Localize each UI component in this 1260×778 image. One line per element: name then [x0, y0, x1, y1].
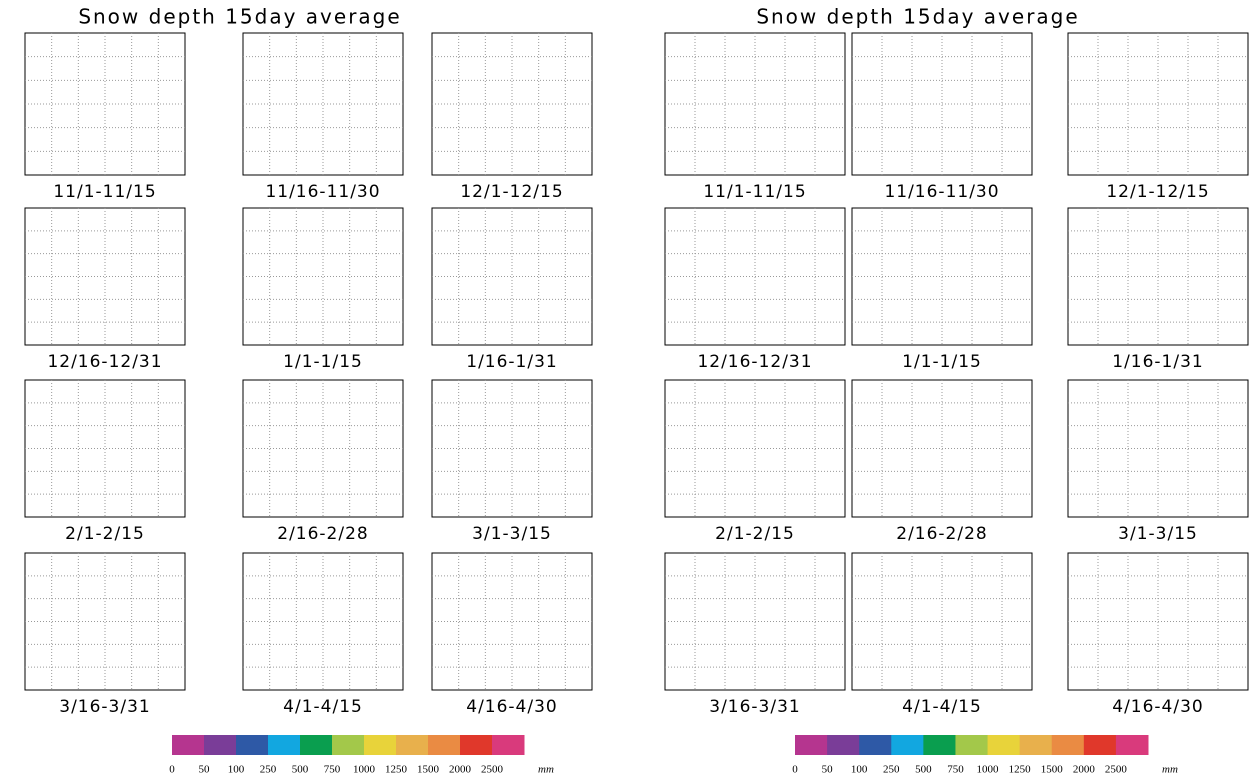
colorbar-swatch [204, 735, 237, 755]
colorbar-swatch [1116, 735, 1149, 755]
map-label: 12/16-12/31 [697, 352, 812, 372]
colorbar-label: 2000 [1073, 764, 1096, 776]
map-label: 12/1-12/15 [460, 182, 563, 202]
colorbar-label: 750 [324, 764, 341, 776]
colorbar-swatch [396, 735, 429, 755]
colorbar-swatch [1084, 735, 1117, 755]
map-label: 4/1-4/15 [283, 697, 363, 717]
map-label: 12/1-12/15 [1106, 182, 1209, 202]
map-label: 1/1-1/15 [283, 352, 363, 372]
map-label: 1/16-1/31 [1112, 352, 1204, 372]
map-panel [25, 553, 185, 690]
map-panel [243, 380, 403, 517]
colorbar-swatch [923, 735, 956, 755]
map-label: 11/16-11/30 [884, 182, 999, 202]
colorbar-swatch [268, 735, 301, 755]
map-label: 11/1-11/15 [53, 182, 156, 202]
colorbar-label: 500 [915, 764, 932, 776]
colorbar-swatch [428, 735, 461, 755]
panel-title: Snow depth 15day average [78, 5, 401, 29]
colorbar-label: 250 [260, 764, 277, 776]
map-label: 2/1-2/15 [715, 524, 795, 544]
map-panel [852, 553, 1032, 690]
colorbar-label: 1250 [1009, 764, 1032, 776]
colorbar-swatch [460, 735, 493, 755]
colorbar-label: 500 [292, 764, 309, 776]
colorbar-swatch [300, 735, 333, 755]
map-panel [852, 208, 1032, 345]
colorbar-swatch [795, 735, 828, 755]
map-panel [852, 380, 1032, 517]
colorbar-label: 2000 [449, 764, 472, 776]
map-panel [1068, 208, 1248, 345]
map-label: 12/16-12/31 [47, 352, 162, 372]
colorbar-label: 50 [822, 764, 834, 776]
map-label: 4/1-4/15 [902, 697, 982, 717]
map-label: 3/1-3/15 [472, 524, 552, 544]
colorbar-swatch [1052, 735, 1085, 755]
map-panel [1068, 380, 1248, 517]
map-panel [852, 33, 1032, 175]
colorbar-swatch [859, 735, 892, 755]
map-panel [243, 208, 403, 345]
colorbar-label: 50 [199, 764, 211, 776]
map-panel [243, 33, 403, 175]
colorbar-label: 1000 [353, 764, 376, 776]
colorbar-swatch [955, 735, 988, 755]
colorbar-swatch [1020, 735, 1053, 755]
colorbar-label: 1250 [385, 764, 408, 776]
map-panel [432, 33, 592, 175]
map-panel [25, 208, 185, 345]
figure: Snow depth 15day average 11/1-11/15 11/16-… [0, 0, 1260, 778]
colorbar-swatch [988, 735, 1021, 755]
map-label: 4/16-4/30 [466, 697, 558, 717]
map-panel [25, 380, 185, 517]
colorbar-label: 100 [228, 764, 245, 776]
map-label: 2/16-2/28 [896, 524, 988, 544]
map-panel [432, 553, 592, 690]
map-panel [665, 553, 845, 690]
map-label: 3/16-3/31 [59, 697, 151, 717]
colorbar-label: 250 [883, 764, 900, 776]
colorbar-label: 2500 [481, 764, 504, 776]
colorbar-swatch [827, 735, 860, 755]
colorbar-swatch [364, 735, 397, 755]
colorbar-swatch [172, 735, 205, 755]
colorbar-label: 0 [169, 764, 175, 776]
map-label: 1/16-1/31 [466, 352, 558, 372]
map-panel [665, 33, 845, 175]
map-label: 1/1-1/15 [902, 352, 982, 372]
map-label: 3/16-3/31 [709, 697, 801, 717]
colorbar-swatch [332, 735, 365, 755]
map-panel [432, 380, 592, 517]
map-panel [665, 208, 845, 345]
map-panel [243, 553, 403, 690]
colorbar-label: 100 [851, 764, 868, 776]
colorbar-label: 750 [947, 764, 964, 776]
colorbar-unit: mm [538, 764, 554, 776]
map-label: 11/1-11/15 [703, 182, 806, 202]
colorbar-swatch [492, 735, 525, 755]
map-panel [665, 380, 845, 517]
map-label: 2/1-2/15 [65, 524, 145, 544]
map-panel [25, 33, 185, 175]
colorbar-unit: mm [1162, 764, 1178, 776]
colorbar-label: 1500 [417, 764, 440, 776]
colorbar-label: 1000 [977, 764, 1000, 776]
map-panel [1068, 33, 1248, 175]
colorbar-label: 1500 [1041, 764, 1064, 776]
map-panel [432, 208, 592, 345]
map-panel [1068, 553, 1248, 690]
map-label: 11/16-11/30 [265, 182, 380, 202]
colorbar-label: 0 [792, 764, 798, 776]
map-label: 3/1-3/15 [1118, 524, 1198, 544]
colorbar-swatch [236, 735, 269, 755]
map-label: 4/16-4/30 [1112, 697, 1204, 717]
colorbar-swatch [891, 735, 924, 755]
colorbar-label: 2500 [1105, 764, 1128, 776]
panel-title: Snow depth 15day average [756, 5, 1079, 29]
map-label: 2/16-2/28 [277, 524, 369, 544]
